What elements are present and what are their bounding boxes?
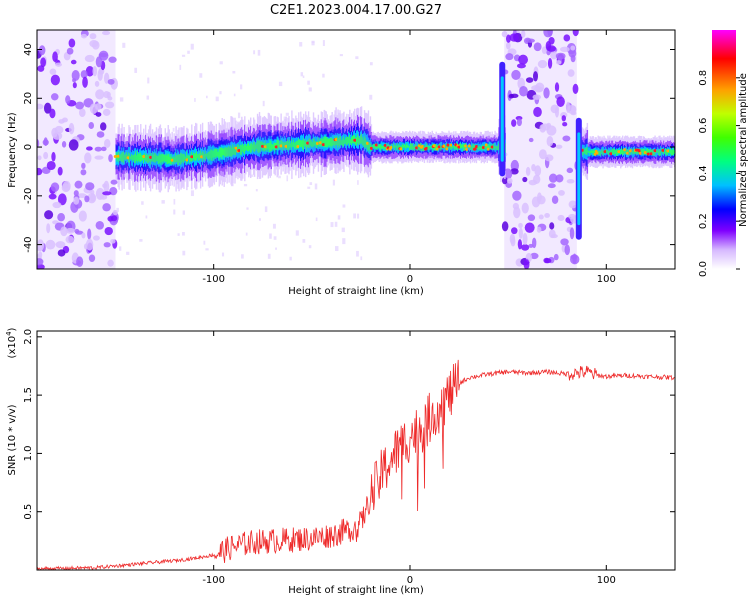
snr-y-multiplier: (x104) bbox=[5, 327, 18, 358]
spectrogram-x-label: Height of straight line (km) bbox=[288, 286, 424, 297]
colorbar-gradient bbox=[712, 30, 736, 269]
snr-x-label: Height of straight line (km) bbox=[288, 585, 424, 596]
snr-frame bbox=[36, 330, 676, 571]
spectrogram-panel: -100 0 100 -40 -20 0 20 40 Height of straight … bbox=[7, 29, 676, 297]
y-tick-label: 1.0 bbox=[23, 445, 34, 461]
snr-series-line bbox=[37, 359, 675, 570]
x-tick-label: 100 bbox=[597, 575, 616, 586]
y-tick-label: 0.5 bbox=[23, 504, 34, 520]
snr-panel: -100 0 100 0.5 1.0 1.5 2.0 Height of straight… bbox=[5, 327, 676, 596]
colorbar-tick-label: 0.8 bbox=[698, 70, 709, 86]
y-tick-label: 2.0 bbox=[23, 329, 34, 345]
snr-y-label: SNR (10 * v/v) bbox=[7, 404, 18, 475]
y-tick-label: 0 bbox=[23, 144, 34, 150]
edge-spike-core bbox=[577, 132, 581, 226]
colorbar-tick-label: 0.4 bbox=[698, 165, 709, 181]
y-tick-label: 1.5 bbox=[23, 387, 34, 403]
colorbar-tick-label: 0.6 bbox=[698, 118, 709, 134]
y-tick-label: -20 bbox=[23, 188, 34, 204]
y-tick-label: -40 bbox=[23, 236, 34, 252]
x-tick-label: 0 bbox=[407, 274, 413, 285]
noise-region bbox=[37, 30, 119, 269]
figure-title: C2E1.2023.004.17.00.G27 bbox=[270, 3, 442, 18]
spectrogram-y-label: Frequency (Hz) bbox=[7, 112, 18, 188]
y-tick-label: 40 bbox=[23, 43, 34, 56]
x-tick-label: 0 bbox=[407, 575, 413, 586]
colorbar-label: Normalized spectral amplitude bbox=[738, 73, 749, 227]
y-tick-label: 20 bbox=[23, 92, 34, 105]
colorbar-tick-label: 0.0 bbox=[698, 261, 709, 277]
spectrogram-frame bbox=[36, 29, 676, 270]
x-tick-label: -100 bbox=[202, 274, 225, 285]
x-tick-label: -100 bbox=[202, 575, 225, 586]
colorbar-tick-label: 0.2 bbox=[698, 213, 709, 229]
x-tick-label: 100 bbox=[597, 274, 616, 285]
colorbar: 0.0 0.2 0.4 0.6 0.8 Normalized spectral ampl… bbox=[698, 30, 749, 277]
noise-region bbox=[501, 30, 580, 269]
edge-spike-core bbox=[500, 76, 504, 162]
